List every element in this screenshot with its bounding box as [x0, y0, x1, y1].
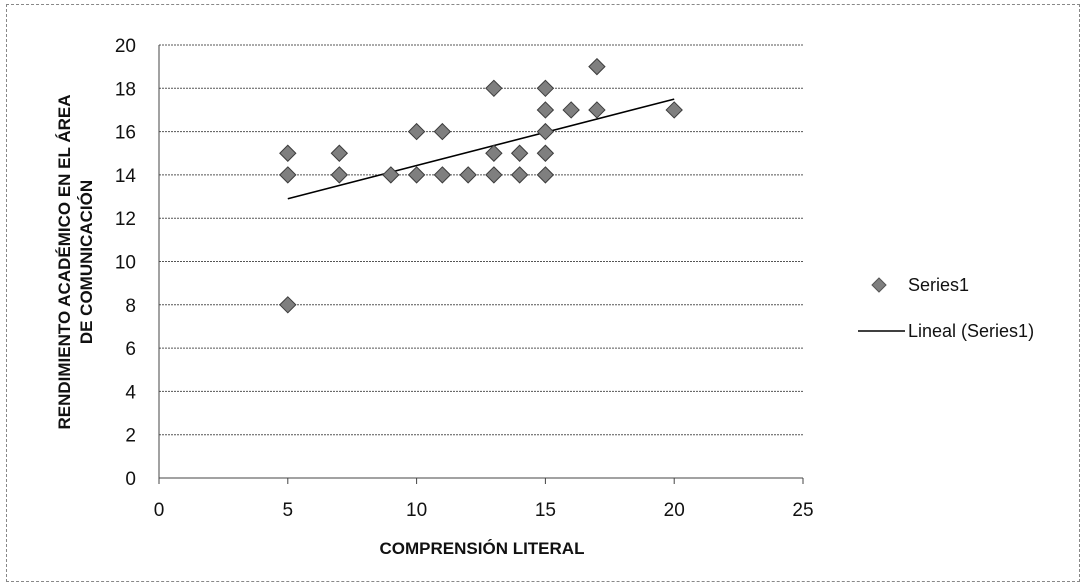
data-point-20	[536, 166, 555, 184]
y-axis-title: RENDIMIENTO ACADÉMICO EN EL ÁREA DE COMU…	[55, 95, 96, 430]
x-tick-label-25: 25	[792, 500, 813, 521]
data-point-3	[330, 144, 349, 162]
data-points	[279, 57, 683, 314]
data-point-0	[279, 144, 297, 162]
data-point-4	[330, 166, 349, 184]
data-point-24	[665, 101, 683, 119]
y-tick-label-12: 12	[115, 209, 136, 230]
data-point-8	[433, 122, 452, 141]
legend-series1-marker-icon	[871, 277, 887, 293]
data-point-21	[562, 101, 580, 119]
axes	[158, 45, 804, 484]
data-point-1	[279, 166, 297, 184]
x-tick-label-10: 10	[406, 500, 427, 521]
trendline-layer	[287, 98, 675, 200]
data-point-6	[407, 122, 426, 141]
x-tick-label-0: 0	[154, 500, 165, 521]
y-tick-label-20: 20	[115, 36, 136, 57]
y-tick-label-4: 4	[125, 382, 136, 403]
data-point-13	[485, 166, 503, 184]
y-axis-title-line2: DE COMUNICACIÓN	[77, 180, 96, 344]
chart-frame	[6, 4, 1080, 582]
y-tick-label-2: 2	[125, 426, 136, 447]
y-tick-label-8: 8	[125, 296, 136, 317]
y-axis-title-line1: RENDIMIENTO ACADÉMICO EN EL ÁREA	[55, 95, 74, 430]
y-tick-label-18: 18	[115, 79, 136, 100]
data-point-18	[536, 122, 555, 141]
legend-trendline-label: Lineal (Series1)	[908, 321, 1034, 341]
grid-lines	[159, 44, 803, 436]
data-point-11	[485, 79, 503, 98]
data-point-10	[459, 166, 477, 184]
y-tick-label-14: 14	[115, 166, 137, 187]
trendline	[287, 98, 675, 200]
x-tick-label-5: 5	[283, 500, 294, 521]
data-point-23	[588, 101, 606, 119]
data-point-14	[510, 144, 529, 162]
data-point-22	[588, 57, 606, 76]
legend-series1-label: Series1	[908, 275, 969, 295]
data-point-16	[536, 79, 555, 98]
legend: Series1 Lineal (Series1)	[858, 275, 1034, 341]
data-point-17	[536, 101, 555, 119]
y-tick-label-6: 6	[125, 339, 136, 360]
y-tick-label-10: 10	[115, 253, 136, 274]
data-point-9	[433, 166, 452, 184]
data-point-12	[485, 144, 503, 162]
data-point-19	[536, 144, 555, 162]
x-tick-label-20: 20	[664, 500, 685, 521]
data-point-2	[279, 296, 297, 314]
y-tick-labels: 0 2 4 6 8 10 12 14 16 18 20	[115, 36, 137, 490]
x-tick-label-15: 15	[535, 500, 556, 521]
x-axis-title: COMPRENSIÓN LITERAL	[380, 539, 585, 558]
x-tick-labels: 0 5 10 15 20 25	[154, 500, 814, 521]
data-point-5	[382, 166, 400, 184]
y-tick-label-16: 16	[115, 123, 136, 144]
data-point-7	[407, 166, 426, 184]
data-point-15	[510, 166, 529, 184]
y-tick-label-0: 0	[125, 469, 136, 490]
